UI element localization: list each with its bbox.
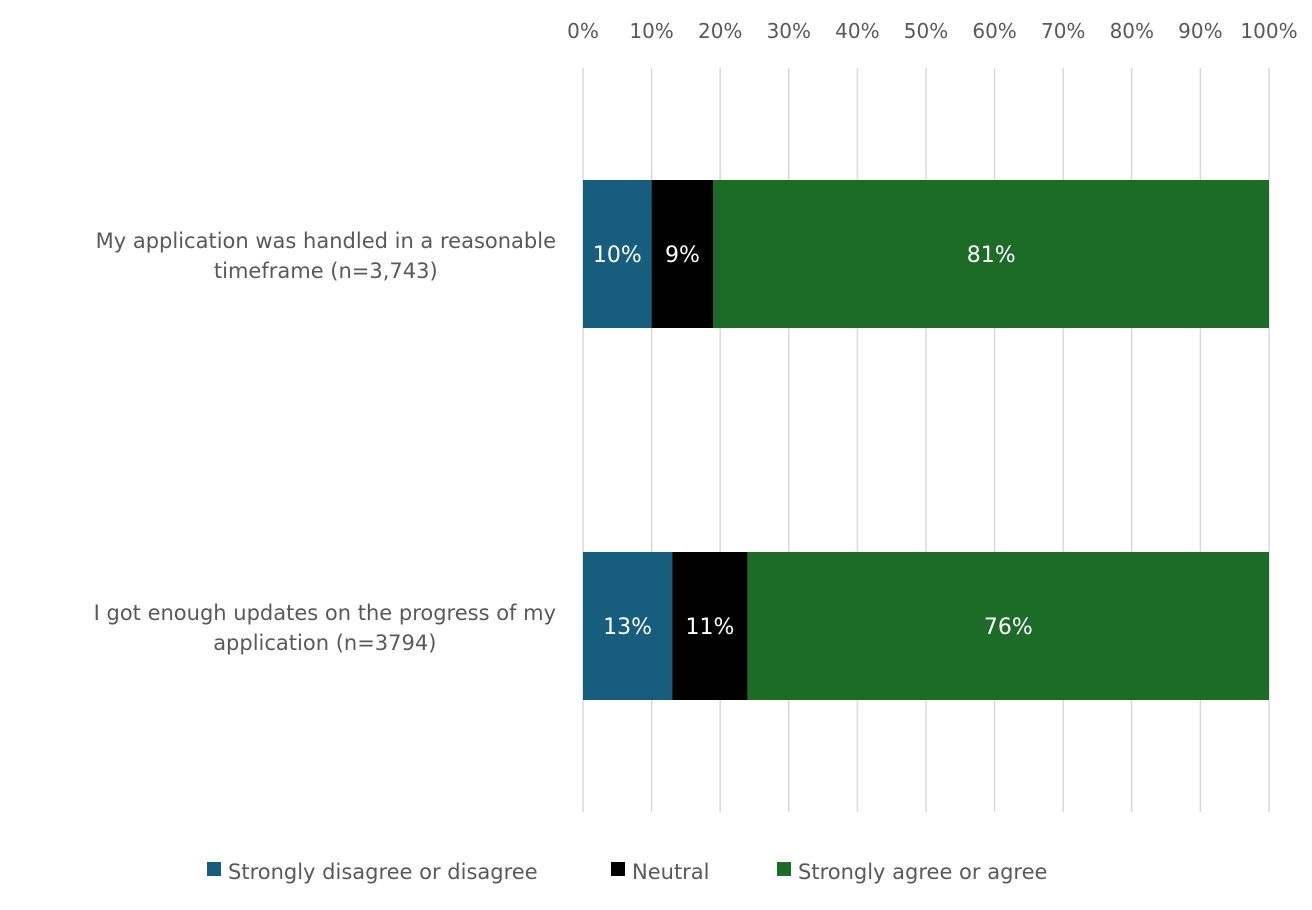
bar-segment <box>672 552 748 700</box>
bar-segment <box>583 180 652 328</box>
legend-swatch <box>207 862 221 876</box>
x-tick-label: 40% <box>835 19 879 43</box>
data-label: 9% <box>665 243 700 268</box>
legend-swatch <box>611 862 625 876</box>
legend-label: Strongly disagree or disagree <box>228 860 538 884</box>
gridlines <box>582 68 1270 812</box>
x-tick-label: 90% <box>1178 19 1222 43</box>
bar-segment <box>651 180 714 328</box>
x-tick-label: 100% <box>1240 19 1297 43</box>
bar-segment <box>747 552 1269 700</box>
category-label: My application was handled in a reasonab… <box>96 229 556 253</box>
category-labels: My application was handled in a reasonab… <box>94 229 556 655</box>
x-tick-label: 70% <box>1041 19 1085 43</box>
x-tick-label: 30% <box>767 19 811 43</box>
data-label: 81% <box>967 243 1016 268</box>
data-label: 76% <box>984 615 1033 640</box>
legend-swatch <box>777 862 791 876</box>
x-tick-label: 60% <box>972 19 1016 43</box>
data-label: 13% <box>603 615 652 640</box>
data-label: 10% <box>593 243 642 268</box>
category-label: application (n=3794) <box>213 631 436 655</box>
x-tick-label: 0% <box>567 19 599 43</box>
x-tick-label: 50% <box>904 19 948 43</box>
legend-label: Strongly agree or agree <box>798 860 1047 884</box>
legend-label: Neutral <box>632 860 710 884</box>
bar-segment <box>583 552 673 700</box>
legend: Strongly disagree or disagree Neutral Stro… <box>207 860 1047 884</box>
x-tick-label: 10% <box>629 19 673 43</box>
x-tick-label: 20% <box>698 19 742 43</box>
category-label: timeframe (n=3,743) <box>214 259 438 283</box>
category-label: I got enough updates on the progress of … <box>94 601 556 625</box>
data-label: 11% <box>685 615 734 640</box>
x-tick-label: 80% <box>1110 19 1154 43</box>
bar-segment <box>713 180 1269 328</box>
x-axis-ticks: 0% 10% 20% 30% 40% 50% 60% 70% 80% 90% 100% <box>567 19 1297 43</box>
bars: 10% 9% 81% 13% 11% 76% <box>583 180 1269 700</box>
